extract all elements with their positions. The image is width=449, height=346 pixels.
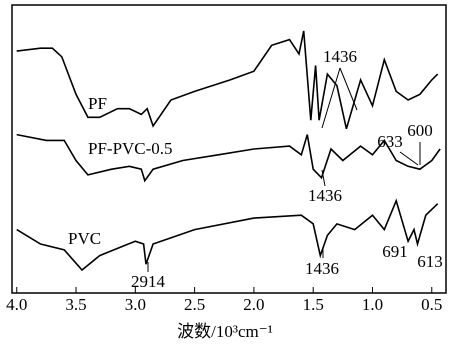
series-label: PF-PVC-0.5: [88, 139, 173, 158]
series-label: PF: [88, 94, 107, 113]
x-tick-label: 2.5: [184, 295, 205, 314]
spectrum-line: [16, 133, 441, 183]
annotation: 1436: [323, 47, 357, 66]
x-tick-label: 3.5: [65, 295, 86, 314]
annotation: 1436: [308, 186, 342, 205]
x-tick-label: 2.0: [243, 295, 264, 314]
annotation-arrows: [147, 67, 421, 272]
x-tick-label: 0.5: [421, 295, 442, 314]
x-axis-label: 波数/10³cm⁻¹: [177, 322, 273, 341]
spectrum-line: [16, 30, 439, 130]
annotation: 691: [382, 242, 408, 261]
annotation: 1436: [305, 259, 339, 278]
x-tick-label: 3.0: [125, 295, 146, 314]
plot-frame: [11, 4, 447, 294]
x-tick-label: 4.0: [6, 295, 27, 314]
annotation: 633: [377, 132, 403, 151]
spectrum-line: [16, 198, 439, 272]
annotation: 600: [407, 121, 433, 140]
x-tick-label: 1.0: [362, 295, 383, 314]
series-label: PVC: [68, 229, 101, 248]
x-tick-label: 1.5: [303, 295, 324, 314]
annotation: 2914: [131, 272, 166, 291]
annotation: 613: [417, 252, 443, 271]
